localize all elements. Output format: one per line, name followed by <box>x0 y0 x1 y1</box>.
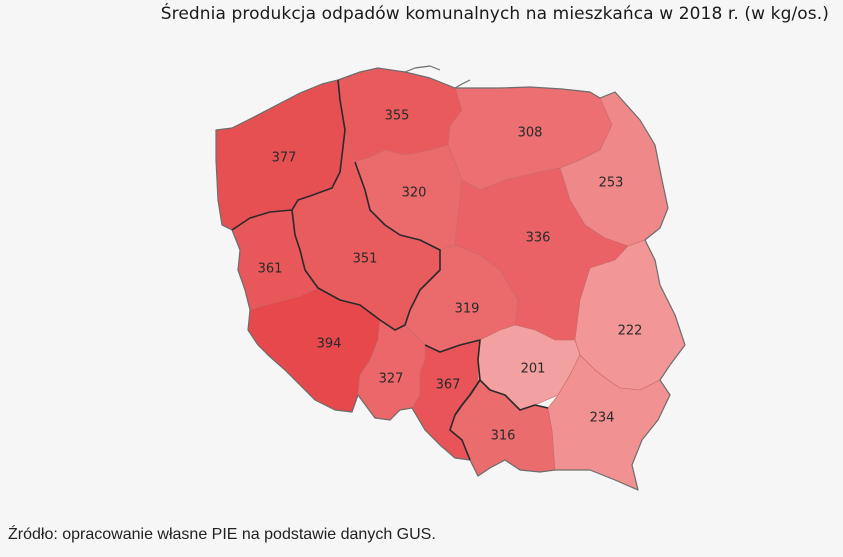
value-label-opolskie: 327 <box>379 372 404 387</box>
value-label-wielkopolskie: 351 <box>353 252 378 267</box>
regions-layer <box>215 67 686 491</box>
value-label-kujawsko-pomorskie: 320 <box>402 186 427 201</box>
value-label-lubelskie: 222 <box>618 324 643 339</box>
highlight-border-west <box>231 79 346 231</box>
highlight-border-wielkopolskie <box>291 161 441 331</box>
value-label-pomorskie: 355 <box>385 109 410 124</box>
value-label-mazowieckie: 336 <box>526 231 551 246</box>
chart-title: Średnia produkcja odpadów komunalnych na… <box>160 4 829 24</box>
vistula-spit <box>454 79 471 89</box>
hel-peninsula <box>404 65 441 73</box>
highlight-border-lesser-poland <box>454 379 549 416</box>
value-label-slaskie: 367 <box>436 378 461 393</box>
value-label-swietokrzyskie: 201 <box>521 362 546 377</box>
source-note: Źródło: opracowanie własne PIE na podsta… <box>8 526 436 543</box>
value-label-podkarpackie: 234 <box>590 411 615 426</box>
value-label-lubuskie: 361 <box>258 262 283 277</box>
value-label-podlaskie: 253 <box>599 176 624 191</box>
value-label-warminsko-mazurskie: 308 <box>518 126 543 141</box>
value-labels: 377 355 308 253 320 361 351 336 319 222 394 327 367 2… <box>258 109 643 444</box>
value-label-lodzkie: 319 <box>455 302 480 317</box>
value-label-dolnoslaskie: 394 <box>317 337 342 352</box>
value-label-malopolskie: 316 <box>491 429 516 444</box>
value-label-zachodniopomorskie: 377 <box>272 151 297 166</box>
country-outline <box>215 67 686 491</box>
